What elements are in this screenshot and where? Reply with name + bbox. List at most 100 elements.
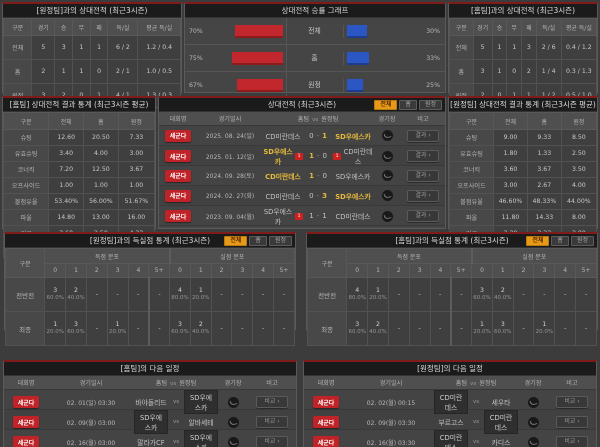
column-header: 평균 득/실 xyxy=(137,18,181,36)
away-team: 1 CD미란데스 xyxy=(333,146,373,166)
list-header: 대회명 경기일시 홈팀 vs 원정팀 경기장 비고 xyxy=(4,376,296,390)
league-badge: 세군다 xyxy=(12,416,40,428)
result-button[interactable]: 결과 › xyxy=(407,150,439,162)
home-team: 바야돌리드 xyxy=(135,399,167,407)
result-button[interactable]: 결과 › xyxy=(407,169,439,182)
cell-avg-goals: 0.3 / 1.3 xyxy=(560,59,598,84)
row-label: 홈 xyxy=(449,59,474,84)
fixture-teams: SD우에스카 vs 알바세테 xyxy=(134,410,218,434)
panel-title: [원정팀]과의 득실점 통계 (최근3시즌) 전체 홈 원정 xyxy=(5,234,295,248)
goals-cell: 3 60.0% xyxy=(491,311,514,346)
stadium-icon[interactable] xyxy=(381,210,393,222)
row-label: 전체 xyxy=(449,35,474,60)
stat-label: 파울 xyxy=(448,209,495,226)
bin-header: 5+ xyxy=(575,263,597,278)
match-teams: CD미란데스 0-1 SD우에스카 xyxy=(263,131,373,141)
match-teams: SD우에스카 1 1-0 1 CD미란데스 xyxy=(263,146,373,166)
cell-losses: 3 xyxy=(521,35,537,60)
stadium-icon[interactable] xyxy=(527,416,539,428)
stat-all: 53.40% xyxy=(48,193,85,210)
match-datetime: 2025. 08. 24(일) xyxy=(205,133,255,140)
compare-button[interactable]: 비교 › xyxy=(556,396,588,408)
stadium-icon[interactable] xyxy=(527,396,539,408)
goals-cell: - xyxy=(252,277,275,312)
result-button[interactable]: 결과 › xyxy=(407,129,439,142)
stadium-icon[interactable] xyxy=(527,436,539,447)
stat-row: 파울 14.80 13.00 16.00 xyxy=(2,209,156,226)
away-team: SD우에스카 xyxy=(184,390,218,414)
stadium-icon[interactable] xyxy=(227,416,239,428)
scope-tab[interactable]: 전체 xyxy=(224,235,248,246)
vs-label: vs xyxy=(472,439,480,445)
compare-button[interactable]: 비교 › xyxy=(256,416,288,428)
stat-row: 파울 11.80 14.33 8.00 xyxy=(448,209,598,226)
goals-cell: 2 40.0% xyxy=(65,277,87,312)
header-note: 비고 xyxy=(417,116,429,123)
result-button[interactable]: 결과 › xyxy=(407,210,439,222)
compare-button[interactable]: 비교 › xyxy=(556,436,588,447)
fixture-teams: 바야돌리드 vs SD우에스카 xyxy=(134,390,218,414)
scope-tab[interactable]: 홈 xyxy=(399,99,417,110)
fixture-teams: CD미란데스 vs 카디스 xyxy=(434,430,518,447)
row-label: 홈 xyxy=(2,59,33,84)
list-header: 대회명 경기일시 홈팀 vs 원정팀 경기장 비고 xyxy=(304,376,596,390)
stadium-icon[interactable] xyxy=(381,130,393,141)
red-card-badge: 1 xyxy=(295,152,303,160)
goals-cell: - xyxy=(575,311,597,346)
cell-wins: 1 xyxy=(54,59,73,84)
panel-title: [홈팀]과의 상대전적 (최근3시즌) xyxy=(449,4,597,18)
bin-header: 0 xyxy=(346,263,369,278)
column-header: 원정 xyxy=(117,112,156,130)
goals-cell: 3 60.0% xyxy=(346,311,369,346)
stadium-icon[interactable] xyxy=(381,190,393,201)
bin-header: 3 xyxy=(408,263,431,278)
column-header: 승 xyxy=(54,18,73,36)
vs-label: vs xyxy=(472,399,480,405)
match-datetime: 2024. 02. 27(화) xyxy=(205,193,255,200)
stadium-icon[interactable] xyxy=(381,150,393,162)
home-team: 말라가CF xyxy=(137,439,165,447)
compare-button[interactable]: 비교 › xyxy=(256,436,288,447)
scope-tab[interactable]: 홈 xyxy=(249,235,267,246)
stat-home: 1.33 xyxy=(526,145,562,162)
scope-tab[interactable]: 전체 xyxy=(374,99,398,110)
match-teams: CD미란데스 0-3 SD우에스카 xyxy=(263,191,373,201)
stadium-icon[interactable] xyxy=(381,170,393,181)
column-header: 구분 xyxy=(448,112,495,130)
stat-all: 3.60 xyxy=(493,161,528,178)
scope-tab[interactable]: 홈 xyxy=(551,235,569,246)
panel-title: [홈팀]의 다음 일정 xyxy=(4,362,296,376)
compare-button[interactable]: 비교 › xyxy=(256,396,288,408)
goals-cell: - xyxy=(231,311,254,346)
goals-cell: 1 20.0% xyxy=(44,311,67,346)
stat-row: 유효슈팅 1.80 1.33 2.50 xyxy=(448,145,598,162)
goals-cell: - xyxy=(512,277,535,312)
row-label: 최종 xyxy=(4,311,46,346)
panel-h2h-vs-away: [원정팀]과의 상대전적 (최근3시즌) 구분 경기 승 무 패 득/실 평균 득/실 전체… xyxy=(2,2,182,108)
scope-tab[interactable]: 원정 xyxy=(570,235,594,246)
scope-tab[interactable]: 전체 xyxy=(526,235,550,246)
stat-all: 11.80 xyxy=(493,209,528,226)
column-header: 홈 xyxy=(83,112,119,130)
scope-tab[interactable]: 원정 xyxy=(418,99,442,110)
away-winrate-bar xyxy=(346,24,367,38)
goals-cell: - xyxy=(429,311,452,346)
panel-title: 상대전적 (최근3시즌) 전체 홈 원정 xyxy=(159,98,445,112)
bin-header: 3 xyxy=(106,263,129,278)
stadium-icon[interactable] xyxy=(227,436,239,447)
match-score: 0-3 xyxy=(309,191,327,200)
stat-label: 슈팅 xyxy=(2,129,50,146)
stat-label: 파울 xyxy=(2,209,50,226)
stat-label: 유효슈팅 xyxy=(2,145,50,162)
stat-row: 오프사이드 1.00 1.00 1.00 xyxy=(2,177,156,194)
stat-away: 44.00% xyxy=(560,193,598,210)
stat-away: 16.00 xyxy=(117,209,156,226)
header-datetime: 경기일시 xyxy=(79,380,103,387)
winrate-category: 홈 xyxy=(285,45,343,71)
compare-button[interactable]: 비교 › xyxy=(556,416,588,428)
result-button[interactable]: 결과 › xyxy=(407,189,439,202)
scope-tab[interactable]: 원정 xyxy=(268,235,292,246)
home-winrate-pct: 70% xyxy=(189,27,203,35)
stadium-icon[interactable] xyxy=(227,396,239,408)
column-header: 평균 득/실 xyxy=(560,18,598,36)
